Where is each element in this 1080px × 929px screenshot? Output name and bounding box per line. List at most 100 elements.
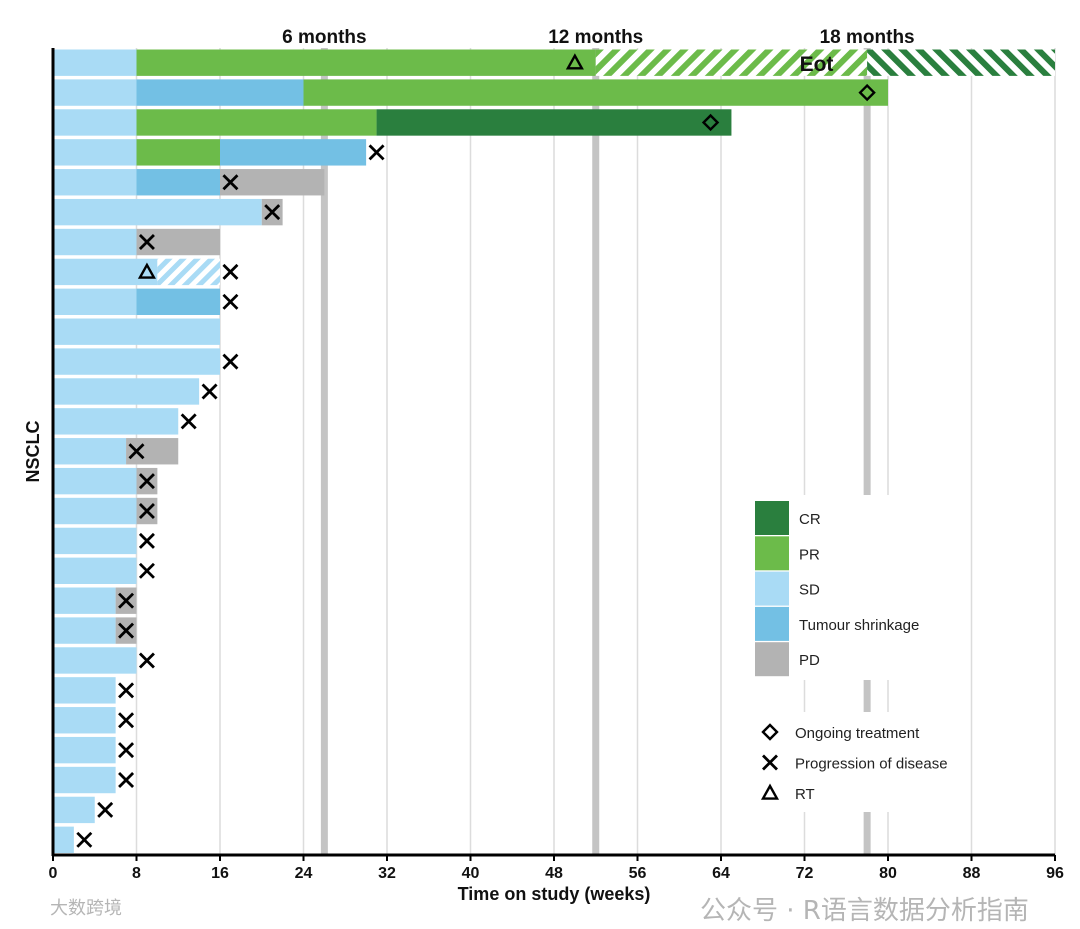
legend-label: CR: [799, 511, 821, 528]
patient-row: [53, 408, 197, 435]
progression-marker: [138, 652, 155, 669]
legend-swatch-sd: [755, 571, 789, 606]
patient-row: [53, 49, 1055, 76]
x-tick-label: 40: [462, 865, 480, 882]
x-tick-label: 48: [545, 865, 563, 882]
segment-sd: [53, 617, 116, 644]
segment-sd: [53, 766, 116, 794]
legend-label: PD: [799, 652, 820, 669]
segment-sd: [53, 258, 158, 286]
segment-sd: [53, 736, 116, 764]
segment-sd: [53, 467, 137, 495]
x-tick-label: 56: [629, 865, 647, 882]
patient-row: [53, 378, 218, 405]
milestone-label: 12 months: [548, 27, 643, 48]
patient-row: [53, 677, 135, 704]
x-tick-label: 88: [963, 865, 981, 882]
milestone-label: 18 months: [820, 27, 915, 48]
patient-row: [53, 228, 220, 256]
legend-label: Tumour shrinkage: [799, 617, 919, 634]
segment-sd: [53, 647, 137, 674]
bars: [53, 49, 1055, 853]
segment-cr: [867, 49, 1055, 76]
patient-row: [53, 766, 135, 794]
patient-row: [53, 348, 239, 375]
segment-sd: [53, 169, 137, 196]
progression-marker: [138, 234, 155, 251]
segment-sd: [53, 79, 137, 106]
progression-marker: [76, 831, 93, 848]
progression-marker: [97, 801, 114, 818]
progression-marker: [118, 592, 135, 609]
segment-sd: [53, 198, 262, 226]
patient-row: [53, 826, 93, 853]
patient-row: [53, 497, 158, 525]
segment-pr: [136, 139, 220, 166]
progression-marker: [138, 503, 155, 520]
ongoing-treatment-marker: [858, 83, 876, 102]
progression-marker: [222, 174, 239, 191]
progression-marker: [138, 532, 155, 549]
segment-sd: [53, 587, 116, 614]
legend-swatch-pd: [755, 642, 789, 677]
ongoing-treatment-marker: [761, 723, 779, 741]
rt-marker: [565, 53, 584, 70]
patient-row: [53, 796, 114, 824]
segment-sd: [53, 49, 137, 76]
x-tick-label: 80: [879, 865, 897, 882]
segment-sd: [53, 348, 220, 375]
milestone-label: 6 months: [282, 27, 366, 48]
patient-row: [53, 736, 135, 764]
legend-swatch-ts: [755, 606, 789, 641]
x-tick-label: 96: [1046, 865, 1064, 882]
segment-sd: [53, 826, 74, 853]
segment-ts: [136, 288, 220, 315]
progression-marker: [118, 712, 135, 729]
segment-pr: [303, 79, 888, 106]
legend-swatch-cr: [755, 501, 789, 535]
progression-marker: [138, 562, 155, 579]
patient-row: [53, 438, 179, 465]
segment-sd: [53, 677, 116, 704]
progression-marker: [222, 263, 239, 280]
eot-label: Eot: [800, 53, 834, 76]
ongoing-treatment-marker: [701, 113, 720, 132]
progression-marker: [762, 754, 778, 771]
progression-marker: [201, 383, 218, 400]
progression-marker: [222, 353, 239, 370]
legend-label: PR: [799, 546, 820, 563]
watermark-main: 公众号 · R语言数据分析指南: [700, 896, 1029, 926]
x-tick-label: 16: [211, 865, 229, 882]
x-tick-label: 72: [796, 865, 814, 882]
patient-row: [53, 617, 137, 644]
x-axis-label: Time on study (weeks): [458, 884, 651, 904]
segment-sd: [53, 318, 220, 345]
segment-pr: [595, 49, 868, 76]
legend: CR PR SD Tumour shrinkage PD Ongoing treatmen…: [745, 495, 970, 812]
progression-marker: [138, 473, 155, 490]
progression-marker: [128, 443, 145, 460]
progression-marker: [222, 293, 239, 310]
progression-marker: [180, 413, 197, 430]
patient-row: [53, 79, 888, 106]
segment-pd: [136, 228, 220, 256]
segment-sd: [53, 288, 137, 315]
segment-sd: [53, 497, 137, 525]
progression-marker: [118, 622, 135, 639]
progression-marker: [118, 742, 135, 759]
segment-pr: [136, 49, 596, 76]
segment-sd: [53, 707, 116, 734]
x-tick-label: 64: [712, 865, 730, 882]
legend-swatch-pr: [755, 536, 789, 571]
segment-pd: [220, 169, 325, 196]
segment-sd: [53, 527, 137, 555]
patient-row: [53, 109, 732, 136]
rt-marker: [760, 783, 780, 800]
patient-row: [53, 557, 155, 584]
segment-sd: [157, 258, 220, 286]
legend-label: Ongoing treatment: [795, 725, 920, 742]
patient-row: [53, 169, 325, 196]
patient-row: [53, 707, 135, 734]
segment-sd: [53, 796, 95, 824]
